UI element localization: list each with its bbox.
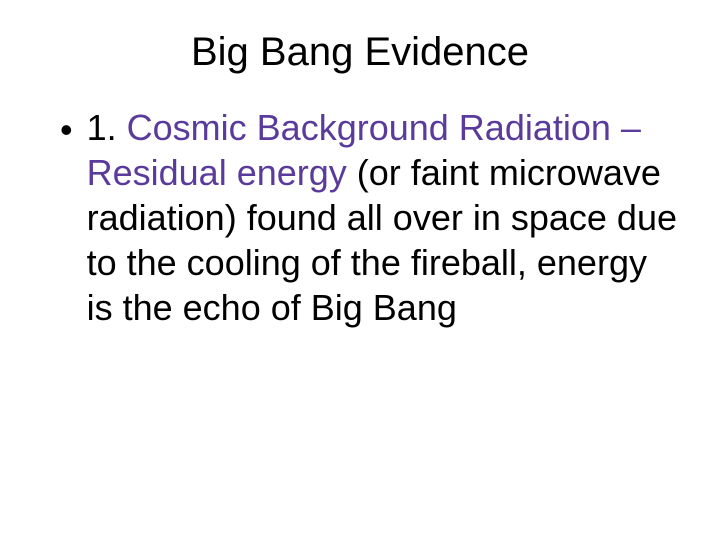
slide-title: Big Bang Evidence bbox=[40, 30, 680, 75]
slide-body: • 1. Cosmic Background Radiation – Resid… bbox=[60, 105, 680, 330]
list-item: • 1. Cosmic Background Radiation – Resid… bbox=[60, 105, 680, 330]
bullet-icon: • bbox=[60, 107, 73, 152]
item-number: 1. bbox=[87, 107, 117, 148]
slide: Big Bang Evidence • 1. Cosmic Background… bbox=[0, 0, 720, 540]
list-item-content: 1. Cosmic Background Radiation – Residua… bbox=[87, 105, 680, 330]
